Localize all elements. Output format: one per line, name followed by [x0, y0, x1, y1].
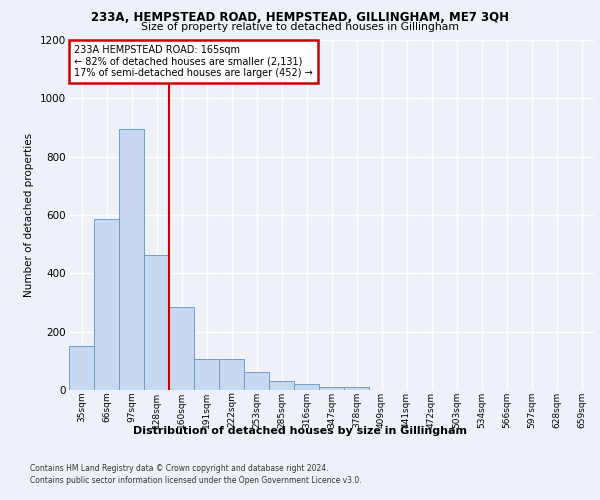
Bar [144, 256, 169, 390]
Bar [94, 220, 119, 390]
Bar [194, 359, 219, 390]
Bar [119, 129, 144, 390]
Text: 233A, HEMPSTEAD ROAD, HEMPSTEAD, GILLINGHAM, ME7 3QH: 233A, HEMPSTEAD ROAD, HEMPSTEAD, GILLING… [91, 11, 509, 24]
Text: Contains public sector information licensed under the Open Government Licence v3: Contains public sector information licen… [30, 476, 362, 485]
Bar [169, 307, 194, 390]
Text: Contains HM Land Registry data © Crown copyright and database right 2024.: Contains HM Land Registry data © Crown c… [30, 464, 329, 473]
Y-axis label: Number of detached properties: Number of detached properties [25, 133, 34, 297]
Bar [294, 384, 319, 390]
Bar [219, 359, 244, 390]
Bar [269, 381, 294, 390]
Text: Size of property relative to detached houses in Gillingham: Size of property relative to detached ho… [141, 22, 459, 32]
Bar [244, 372, 269, 390]
Text: Distribution of detached houses by size in Gillingham: Distribution of detached houses by size … [133, 426, 467, 436]
Bar [344, 387, 369, 390]
Text: 233A HEMPSTEAD ROAD: 165sqm
← 82% of detached houses are smaller (2,131)
17% of : 233A HEMPSTEAD ROAD: 165sqm ← 82% of det… [74, 46, 313, 78]
Bar [69, 346, 94, 390]
Bar [319, 387, 344, 390]
